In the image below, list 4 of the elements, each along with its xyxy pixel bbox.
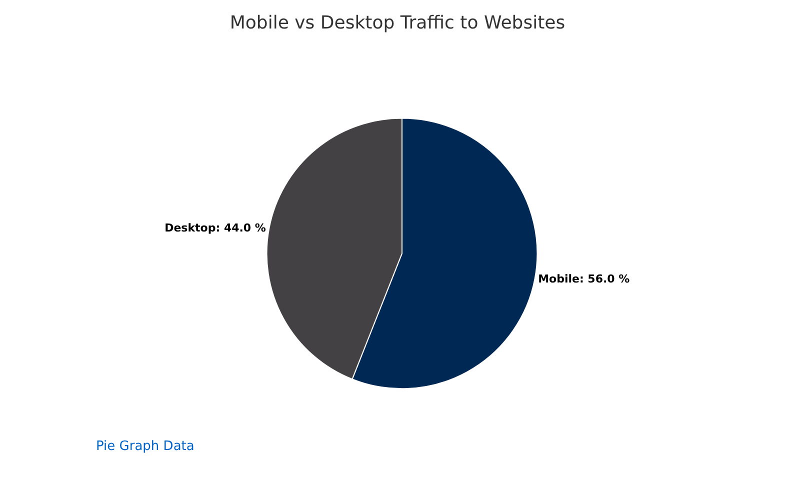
chart-title: Mobile vs Desktop Traffic to Websites	[230, 12, 566, 34]
slice-label: Desktop: 44.0 %	[164, 221, 266, 234]
slice-label: Mobile: 56.0 %	[538, 272, 630, 286]
text: Pie Graph Data	[96, 439, 194, 454]
